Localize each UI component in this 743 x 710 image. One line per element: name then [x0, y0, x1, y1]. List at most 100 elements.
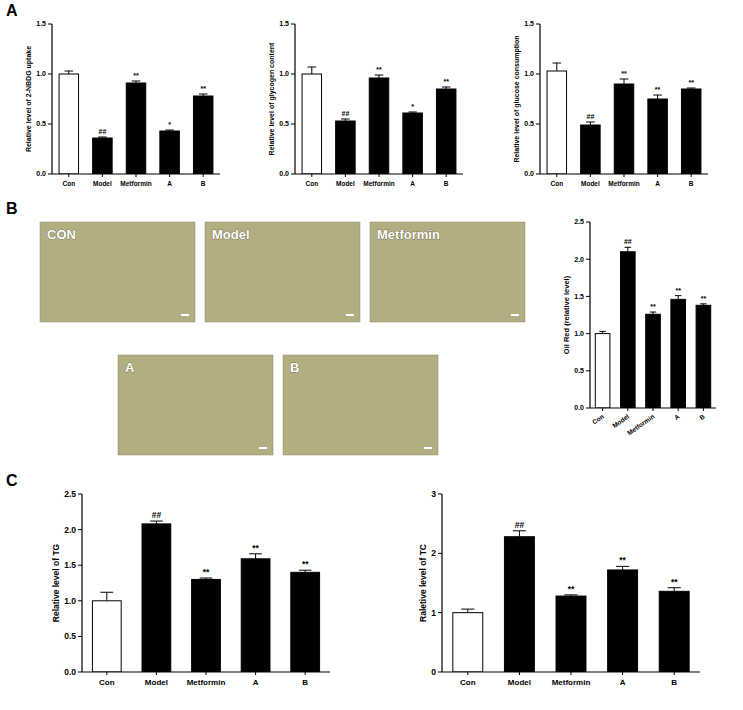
- category-label: B: [201, 180, 206, 187]
- panel-label: B: [6, 200, 18, 217]
- bar: [436, 89, 455, 174]
- category-label: B: [671, 678, 677, 687]
- marks: [92, 521, 319, 672]
- bar: [671, 299, 686, 408]
- x-tick: [703, 408, 704, 411]
- error-bar: [341, 119, 350, 121]
- category-label: A: [410, 180, 415, 187]
- bar: [92, 601, 121, 672]
- significance-label: ##: [515, 520, 525, 530]
- micrograph: Metformin: [370, 222, 525, 322]
- y-axis-title: Relative level of TG: [51, 543, 61, 622]
- tick-label: 1.0: [64, 596, 76, 606]
- tick-label: 0.5: [279, 120, 289, 127]
- error-cap: [308, 67, 317, 68]
- error-line: [519, 531, 520, 537]
- error-cap: [461, 609, 474, 610]
- x-tick: [674, 672, 675, 675]
- category-label: Con: [99, 678, 115, 687]
- error-line: [622, 566, 623, 570]
- error-cap: [599, 331, 605, 332]
- error-bar: [308, 67, 317, 74]
- error-bar: [100, 592, 113, 601]
- x-tick: [203, 174, 204, 177]
- error-line: [624, 79, 625, 84]
- significance-label: **: [621, 70, 627, 77]
- error-bar: [513, 531, 526, 537]
- y-axis: [51, 24, 52, 174]
- x-tick: [255, 672, 256, 675]
- significance-label: **: [650, 303, 656, 310]
- bar-chart: 0.00.51.01.52.02.5##******ConModelMetfor…: [562, 218, 716, 436]
- bar: [369, 78, 388, 174]
- category-label: Con: [550, 180, 563, 187]
- error-bar: [616, 566, 629, 570]
- y-axis-title: Relative level of 2-NBDG uptake: [25, 46, 33, 152]
- error-bar: [442, 87, 451, 89]
- micrograph-image: [283, 355, 438, 455]
- error-cap: [375, 75, 384, 76]
- category-label: Con: [460, 678, 476, 687]
- significance-label: ##: [624, 238, 632, 245]
- error-cap: [100, 592, 113, 593]
- bar: [547, 71, 566, 174]
- category-label: Model: [581, 180, 600, 187]
- bar: [581, 125, 600, 174]
- x-tick: [571, 672, 572, 675]
- error-line: [556, 63, 557, 71]
- error-line: [311, 67, 312, 74]
- significance-label: **: [200, 85, 206, 92]
- error-cap: [249, 553, 262, 554]
- category-label: Metformin: [120, 180, 151, 187]
- scale-bar: [259, 447, 267, 449]
- tick-label: 2: [431, 548, 436, 558]
- significance-label: **: [203, 567, 210, 577]
- error-bar: [653, 95, 662, 99]
- bar: [126, 83, 145, 174]
- error-bar: [564, 595, 577, 596]
- x-tick: [622, 672, 623, 675]
- category-label: A: [253, 678, 259, 687]
- error-line: [106, 592, 107, 601]
- tick-label: 1.5: [279, 20, 289, 27]
- marks: [547, 63, 701, 174]
- micrograph-label: Model: [212, 227, 250, 242]
- bar: [595, 334, 610, 408]
- error-cap: [513, 530, 526, 531]
- bar: [336, 121, 355, 174]
- error-bar: [620, 79, 629, 84]
- y-axis: [294, 24, 295, 174]
- tick-label: 1.0: [36, 70, 46, 77]
- x-tick: [467, 672, 468, 675]
- error-line: [255, 554, 256, 559]
- bar-chart: 0.00.51.01.52.02.5##******ConModelMetfor…: [51, 489, 330, 687]
- error-bar: [687, 88, 696, 89]
- significance-label: **: [568, 584, 575, 594]
- category-label: B: [689, 180, 694, 187]
- scale-bar: [511, 314, 519, 316]
- bar: [302, 74, 321, 174]
- error-cap: [442, 87, 451, 88]
- bar: [93, 138, 112, 174]
- error-cap: [668, 587, 681, 588]
- tick-label: 2.5: [64, 489, 76, 499]
- category-label: A: [655, 180, 660, 187]
- y-axis: [539, 24, 540, 174]
- micrograph-label: CON: [47, 227, 76, 242]
- scale-bar: [424, 447, 432, 449]
- bar: [59, 74, 78, 174]
- micrograph-image: [370, 222, 525, 322]
- error-cap: [564, 594, 577, 595]
- error-line: [467, 609, 468, 613]
- category-label: Model: [508, 678, 531, 687]
- tick-label: 0.5: [524, 120, 534, 127]
- error-cap: [586, 122, 595, 123]
- category-label: Model: [145, 678, 168, 687]
- error-bar: [625, 247, 631, 251]
- tick-label: 2.5: [574, 218, 584, 225]
- category-label: Model: [93, 180, 112, 187]
- x-tick: [412, 174, 413, 177]
- bar: [160, 131, 179, 174]
- significance-label: ##: [342, 110, 350, 117]
- bar: [646, 314, 661, 408]
